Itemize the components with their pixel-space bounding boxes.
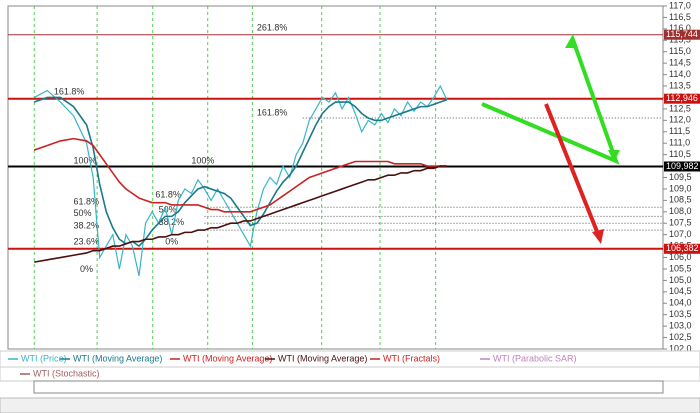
legend-label: WTI (Moving Average) (278, 353, 367, 363)
fib-label: 23.6% (74, 236, 100, 246)
y-tick-label: 103,5 (669, 309, 692, 319)
fib-label: 50% (159, 204, 177, 214)
fib-label: 50% (74, 208, 92, 218)
price-box-label: 115,744 (666, 29, 698, 39)
series-line (34, 165, 447, 263)
series-line (33, 137, 447, 213)
fib-label: 61.8% (74, 196, 100, 206)
indicator-bar (0, 366, 700, 382)
y-tick-label: 109,0 (669, 183, 692, 193)
legend-label: WTI (Moving Average) (73, 353, 162, 363)
fib-label: 100% (74, 155, 97, 165)
price-box (664, 93, 700, 104)
y-tick-label: 105,0 (669, 275, 692, 285)
arrow-head (608, 150, 620, 162)
y-tick-label: 115,0 (669, 46, 691, 56)
y-tick-label: 105,5 (669, 263, 692, 273)
fib-label: 0% (80, 264, 93, 274)
y-tick-label: 108,0 (669, 206, 692, 216)
y-tick-label: 104,5 (669, 286, 692, 296)
series-line (33, 84, 448, 276)
y-tick-label: 117,0 (669, 0, 691, 10)
y-tick-label: 114,0 (669, 69, 691, 79)
forecast-arrow-up (481, 39, 620, 165)
y-tick-label: 114,5 (669, 58, 691, 68)
y-tick-label: 116,5 (669, 12, 691, 22)
price-box (664, 29, 700, 40)
y-tick-label: 106,0 (669, 252, 692, 262)
y-tick-label: 103,0 (669, 321, 692, 331)
y-tick-label: 113,5 (669, 80, 691, 90)
y-tick-label: 102,5 (669, 332, 692, 342)
legend-label: WTI (Parabolic SAR) (493, 353, 577, 363)
price-box (664, 243, 700, 254)
arrow-head (565, 34, 578, 48)
price-box (664, 161, 700, 172)
y-tick-label: 107,0 (669, 229, 692, 239)
status-bar (0, 397, 700, 413)
fib-label: 261.8% (257, 23, 288, 33)
fib-label: 38.2% (159, 217, 185, 227)
legend-label: WTI (Moving Average) (183, 353, 272, 363)
y-tick-label: 109,5 (669, 172, 692, 182)
price-box-label: 106,382 (666, 243, 699, 253)
price-box-label: 109,982 (666, 161, 699, 171)
fib-label: 38.2% (74, 220, 100, 230)
y-tick-label: 112,5 (669, 103, 691, 113)
y-tick-label: 111,0 (669, 138, 690, 148)
legend-label: WTI (Price) (21, 353, 67, 363)
fib-label: 0% (165, 236, 178, 246)
y-tick-label: 111,5 (669, 126, 690, 136)
fib-label: 100% (191, 155, 214, 165)
y-tick-label: 104,0 (669, 298, 692, 308)
date-axis (33, 380, 664, 394)
fib-label: 161.8% (54, 87, 85, 97)
y-tick-label: 107,5 (669, 218, 692, 228)
fib-label: 161.8% (257, 107, 288, 117)
forecast-arrow-down (544, 103, 600, 235)
legend-label: WTI (Fractals) (383, 353, 440, 363)
arrow-head (592, 229, 604, 244)
y-tick-label: 112,0 (669, 115, 691, 125)
price-box-label: 112,946 (666, 93, 698, 103)
y-tick-label: 102,0 (669, 343, 692, 353)
legend-label: WTI (Stochastic) (33, 368, 100, 378)
y-tick-label: 116,0 (669, 23, 691, 33)
series-line (33, 96, 448, 248)
fib-label: 61.8% (155, 190, 181, 200)
y-tick-label: 110,5 (669, 149, 691, 159)
y-tick-label: 108,5 (669, 195, 692, 205)
